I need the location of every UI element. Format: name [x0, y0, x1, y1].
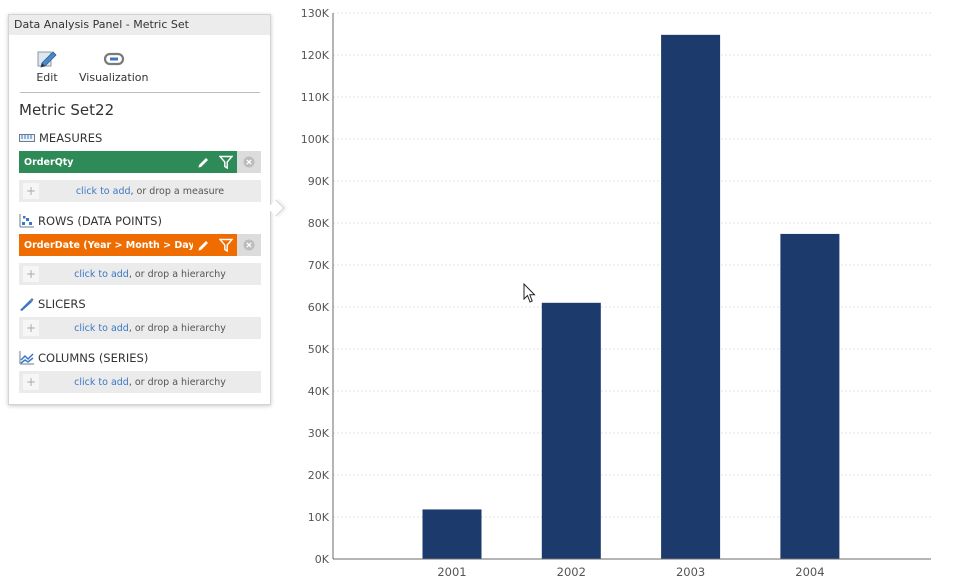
edit-button[interactable]: Edit	[36, 49, 58, 84]
rows-add-link[interactable]: click to add	[74, 268, 129, 280]
measures-label: MEASURES	[39, 131, 103, 145]
y-tick-label: 90K	[308, 175, 330, 188]
plus-icon[interactable]: +	[23, 320, 39, 336]
panel-toolbar: Edit Visualization	[20, 39, 260, 93]
edit-icon	[37, 51, 57, 68]
measure-pill-orderqty[interactable]: OrderQty	[19, 151, 261, 173]
plus-icon[interactable]: +	[23, 374, 39, 390]
columns-drop-text: , or drop a hierarchy	[128, 376, 226, 388]
pencil-icon	[198, 158, 208, 168]
columns-add-link[interactable]: click to add	[74, 376, 129, 388]
ruler-icon	[19, 134, 35, 142]
remove-measure-button[interactable]	[237, 151, 261, 173]
x-tick-label: 2003	[676, 565, 705, 579]
series-icon	[19, 351, 34, 365]
y-tick-label: 30K	[308, 427, 330, 440]
edit-label: Edit	[36, 71, 58, 84]
measures-drop-text: , or drop a measure	[130, 185, 225, 197]
measures-drop-zone[interactable]: + click to add, or drop a measure	[19, 180, 261, 202]
measure-pill-label: OrderQty	[24, 156, 74, 168]
y-tick-label: 80K	[308, 217, 330, 230]
data-analysis-panel: Data Analysis Panel - Metric Set Edit Vi…	[8, 14, 271, 405]
visualization-button[interactable]: Visualization	[79, 49, 148, 84]
columns-label: COLUMNS (SERIES)	[38, 351, 149, 365]
bar-chart: 0K 10K 20K 30K 40K 50K 60K 70K 80K 90K 100K 110K 120…	[301, 7, 931, 579]
mouse-cursor-icon	[523, 283, 536, 303]
y-tick-label: 110K	[301, 91, 330, 104]
row-pill-orderdate[interactable]: OrderDate (Year > Month > Day)	[19, 234, 261, 256]
remove-row-button[interactable]	[237, 234, 261, 256]
bar-2001[interactable]	[422, 509, 482, 559]
y-tick-label: 60K	[308, 301, 330, 314]
y-tick-label: 120K	[301, 49, 330, 62]
filter-icon	[219, 155, 233, 169]
filter-icon	[219, 238, 233, 252]
chart-bars	[422, 34, 840, 560]
measures-header: MEASURES	[19, 131, 102, 145]
slicer-icon	[20, 298, 34, 311]
bar-2004[interactable]	[780, 233, 840, 560]
chart-grid	[333, 12, 931, 518]
y-tick-label: 40K	[308, 385, 330, 398]
y-axis-ticks: 0K 10K 20K 30K 40K 50K 60K 70K 80K 90K 100K 110K 120…	[301, 7, 330, 566]
rows-header: ROWS (DATA POINTS)	[19, 214, 162, 228]
y-tick-label: 10K	[308, 511, 330, 524]
scatter-icon	[19, 214, 34, 228]
rows-drop-text: , or drop a hierarchy	[128, 268, 226, 280]
plus-icon[interactable]: +	[23, 266, 39, 282]
metric-set-name[interactable]: Metric Set22	[19, 101, 115, 119]
filter-measure-button[interactable]	[215, 151, 237, 173]
panel-title[interactable]: Data Analysis Panel - Metric Set	[9, 15, 270, 35]
slicers-drop-text: , or drop a hierarchy	[128, 322, 226, 334]
x-tick-label: 2001	[437, 565, 466, 579]
y-tick-label: 20K	[308, 469, 330, 482]
row-pill-label: OrderDate (Year > Month > Day)	[24, 239, 193, 251]
y-tick-label: 70K	[308, 259, 330, 272]
x-tick-label: 2004	[795, 565, 824, 579]
slicers-header: SLICERS	[19, 297, 86, 311]
slicers-drop-zone[interactable]: + click to add, or drop a hierarchy	[19, 317, 261, 339]
y-tick-label: 100K	[301, 133, 330, 146]
edit-measure-button[interactable]	[193, 151, 215, 173]
rows-drop-zone[interactable]: + click to add, or drop a hierarchy	[19, 263, 261, 285]
bar-2002[interactable]	[541, 302, 601, 559]
close-icon	[243, 156, 255, 168]
visualization-label: Visualization	[79, 71, 149, 84]
y-tick-label: 0K	[315, 553, 330, 566]
filter-row-button[interactable]	[215, 234, 237, 256]
y-tick-label: 130K	[301, 7, 330, 20]
slicers-label: SLICERS	[38, 297, 86, 311]
columns-header: COLUMNS (SERIES)	[19, 351, 148, 365]
close-icon	[243, 239, 255, 251]
plus-icon[interactable]: +	[23, 183, 39, 199]
rows-label: ROWS (DATA POINTS)	[38, 214, 162, 228]
bar-2003[interactable]	[661, 34, 721, 559]
edit-row-button[interactable]	[193, 234, 215, 256]
visualization-icon	[103, 52, 124, 66]
x-tick-label: 2002	[557, 565, 586, 579]
pencil-icon	[198, 241, 208, 251]
columns-drop-zone[interactable]: + click to add, or drop a hierarchy	[19, 371, 261, 393]
measures-add-link[interactable]: click to add	[75, 185, 131, 197]
slicers-add-link[interactable]: click to add	[74, 322, 129, 334]
y-tick-label: 50K	[308, 343, 330, 356]
x-axis-ticks: 2001 2002 2003 2004	[437, 565, 824, 579]
